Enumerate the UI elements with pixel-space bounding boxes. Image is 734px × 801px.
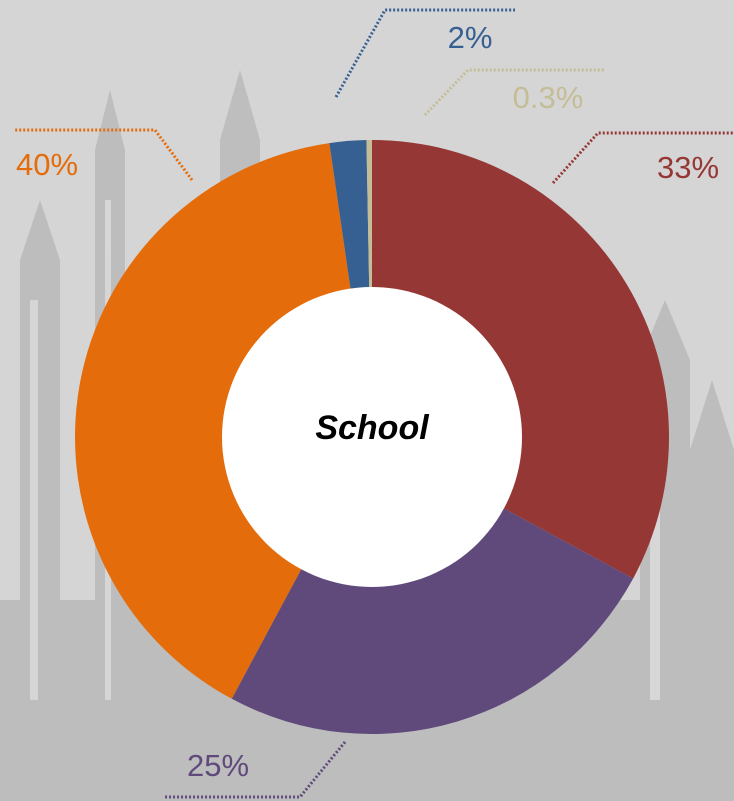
leader-line xyxy=(334,8,515,98)
center-label: School xyxy=(315,409,430,447)
data-labels: 33% 25% 40% 2% 0.3% xyxy=(15,8,734,799)
data-label: 40% xyxy=(16,147,78,182)
data-label: 33% xyxy=(657,150,719,185)
percent-sign: % xyxy=(465,20,493,55)
leader-line xyxy=(15,128,194,181)
data-label: 2% xyxy=(448,20,493,55)
data-label: 25% xyxy=(187,748,249,783)
leader-line xyxy=(165,741,347,799)
data-label: 0.3% xyxy=(513,80,584,115)
donut-hole xyxy=(222,287,522,587)
percent-sign: % xyxy=(50,147,78,182)
donut-slice xyxy=(231,437,634,734)
percent-sign: % xyxy=(221,748,249,783)
leader-line xyxy=(423,68,605,117)
leader-line xyxy=(551,131,734,185)
percent-sign: % xyxy=(556,80,584,115)
percent-sign: % xyxy=(691,150,719,185)
